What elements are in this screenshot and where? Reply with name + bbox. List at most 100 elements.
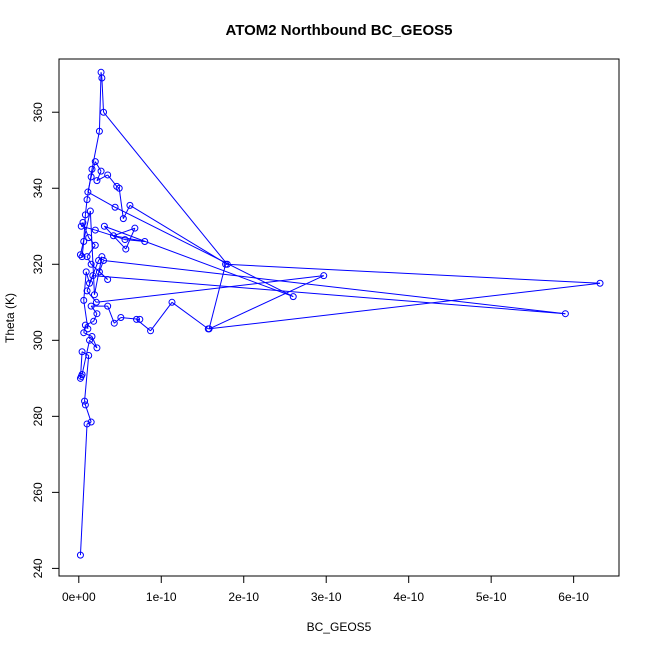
data-point (126, 201, 134, 209)
series-segment (103, 259, 566, 315)
data-point (133, 315, 141, 323)
series-segment (91, 131, 100, 170)
data-point (80, 237, 88, 245)
series-segment (80, 254, 83, 258)
x-tick-label: 3e-10 (311, 590, 342, 604)
series-segment (96, 174, 108, 182)
series-segment (113, 235, 145, 242)
data-point (100, 256, 108, 264)
data-point (110, 319, 118, 327)
data-point (90, 291, 98, 299)
series-segment (86, 256, 92, 265)
data-point (82, 268, 90, 276)
series-segment (225, 263, 601, 284)
y-tick-label: 300 (31, 330, 45, 350)
data-point (80, 329, 88, 337)
x-tick-label: 4e-10 (393, 590, 424, 604)
y-tick-label: 280 (31, 406, 45, 426)
data-point (147, 327, 155, 335)
series-segment (94, 161, 102, 172)
series-segment (113, 317, 122, 324)
data-point (205, 325, 213, 333)
data-point (92, 298, 100, 306)
data-point (97, 68, 105, 76)
data-point (121, 236, 129, 244)
series-segment (87, 191, 116, 208)
data-point (83, 420, 91, 428)
data-point (84, 325, 92, 333)
series-segment (86, 244, 96, 257)
data-point (93, 344, 101, 352)
series-segment (91, 336, 98, 349)
data-point (84, 188, 92, 196)
series-segment (89, 260, 100, 284)
data-point (117, 314, 125, 321)
data-point (111, 203, 119, 211)
series-segment (208, 275, 324, 330)
series-segment (150, 301, 173, 332)
data-point (85, 234, 93, 242)
data-point (289, 293, 297, 301)
data-point (80, 296, 88, 304)
data-point (81, 211, 89, 219)
data-point (115, 184, 123, 192)
data-point (131, 224, 139, 232)
series-segment (113, 227, 136, 237)
data-point (78, 371, 86, 379)
series-segment (83, 271, 87, 301)
data-point (596, 279, 604, 287)
data-point (104, 275, 112, 283)
series-segment (103, 225, 127, 250)
data-point (100, 222, 108, 230)
data-point (91, 226, 99, 234)
series-segment (103, 111, 228, 265)
x-axis: 0e+00 1e-10 2e-10 3e-10 4e-10 5e-10 6e-10 (62, 575, 589, 604)
series-segment (171, 301, 209, 330)
series-segment (208, 282, 601, 330)
data-point (93, 310, 101, 318)
data-point (141, 237, 149, 245)
data-point (122, 245, 130, 253)
series-segment (83, 332, 93, 337)
data-point (77, 222, 85, 230)
data-point (91, 158, 99, 166)
data-point (78, 348, 86, 356)
data-point (97, 167, 105, 175)
y-tick-label: 360 (31, 102, 45, 122)
series-segment (81, 351, 89, 356)
y-tick-label: 340 (31, 178, 45, 198)
data-point (79, 218, 87, 226)
series-segment (98, 256, 103, 261)
data-point (81, 401, 89, 409)
data-point (91, 241, 99, 249)
series-segment (79, 210, 91, 255)
data-point (89, 272, 97, 280)
data-point (136, 315, 144, 323)
data-point (87, 418, 95, 426)
series-segment (83, 300, 89, 329)
series-segment (84, 355, 90, 402)
x-axis-label: BC_GEOS5 (307, 620, 372, 634)
series-segment (89, 211, 95, 295)
data-point (95, 256, 103, 264)
plot-frame (58, 58, 620, 577)
series-segment (86, 421, 92, 425)
series-layer (76, 68, 604, 559)
data-point (87, 173, 95, 181)
data-point (104, 171, 112, 179)
data-point (119, 215, 127, 223)
data-point (104, 302, 112, 310)
chart-title: ATOM2 Northbound BC_GEOS5 (226, 22, 453, 39)
data-point (100, 108, 108, 116)
data-point (93, 177, 101, 185)
series-segment (104, 225, 294, 298)
series-segment (116, 185, 120, 189)
data-point (88, 165, 96, 173)
data-point (168, 298, 176, 306)
data-point (83, 287, 91, 295)
series-segment (129, 204, 228, 265)
data-point (76, 551, 84, 559)
series-segment (101, 77, 105, 113)
series-segment (114, 206, 294, 298)
